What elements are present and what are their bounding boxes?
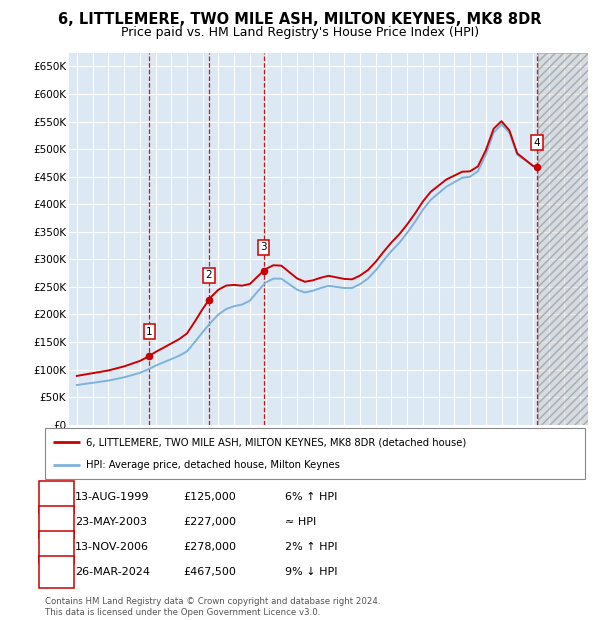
Text: 6, LITTLEMERE, TWO MILE ASH, MILTON KEYNES, MK8 8DR (detached house): 6, LITTLEMERE, TWO MILE ASH, MILTON KEYN… [86,437,466,447]
Point [204,294,214,304]
Point [259,267,268,277]
Text: 1: 1 [53,492,60,502]
Text: 4: 4 [533,138,540,148]
Text: 13-AUG-1999: 13-AUG-1999 [75,492,149,502]
Text: 6, LITTLEMERE, TWO MILE ASH, MILTON KEYNES, MK8 8DR: 6, LITTLEMERE, TWO MILE ASH, MILTON KEYN… [58,12,542,27]
Text: £125,000: £125,000 [183,492,236,502]
Text: 2% ↑ HPI: 2% ↑ HPI [285,542,337,552]
Text: 9% ↓ HPI: 9% ↓ HPI [285,567,337,577]
Text: 26-MAR-2024: 26-MAR-2024 [75,567,150,577]
Text: 23-MAY-2003: 23-MAY-2003 [75,517,147,527]
Bar [538,53,588,425]
Text: 6% ↑ HPI: 6% ↑ HPI [285,492,337,502]
Text: HPI: Average price, detached house, Milton Keynes: HPI: Average price, detached house, Milt… [86,461,340,471]
Point [532,162,541,172]
Text: 1: 1 [146,327,153,337]
Text: 4: 4 [53,567,60,577]
Text: Contains HM Land Registry data © Crown copyright and database right 2024.
This d: Contains HM Land Registry data © Crown c… [45,598,380,617]
Text: £227,000: £227,000 [183,517,236,527]
Text: Price paid vs. HM Land Registry's House Price Index (HPI): Price paid vs. HM Land Registry's House … [121,26,479,39]
Text: £467,500: £467,500 [183,567,236,577]
Text: 3: 3 [53,542,60,552]
Text: 2: 2 [53,517,60,527]
Text: 13-NOV-2006: 13-NOV-2006 [75,542,149,552]
Bar [538,53,588,425]
Point [145,351,154,361]
Text: £278,000: £278,000 [183,542,236,552]
FancyBboxPatch shape [45,428,585,479]
Text: ≈ HPI: ≈ HPI [285,517,316,527]
Text: 3: 3 [260,242,267,252]
Text: 2: 2 [205,270,212,280]
